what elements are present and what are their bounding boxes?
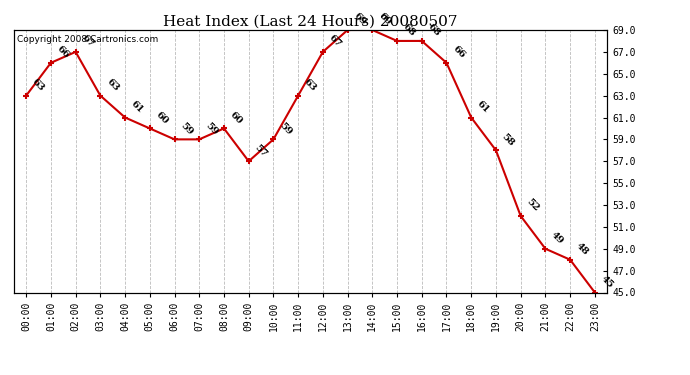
Text: 59: 59 (179, 121, 195, 136)
Text: 69: 69 (352, 11, 368, 27)
Title: Heat Index (Last 24 Hours) 20080507: Heat Index (Last 24 Hours) 20080507 (164, 15, 457, 29)
Text: 52: 52 (525, 197, 541, 213)
Text: 61: 61 (475, 99, 491, 115)
Text: 67: 67 (327, 33, 343, 49)
Text: 68: 68 (426, 22, 442, 38)
Text: 60: 60 (228, 110, 244, 126)
Text: 48: 48 (574, 241, 590, 257)
Text: 69: 69 (377, 11, 393, 27)
Text: 61: 61 (129, 99, 145, 115)
Text: Copyright 2008 Cartronics.com: Copyright 2008 Cartronics.com (17, 35, 158, 44)
Text: 66: 66 (451, 44, 466, 60)
Text: 60: 60 (154, 110, 170, 126)
Text: 68: 68 (401, 22, 417, 38)
Text: 59: 59 (277, 121, 293, 136)
Text: 45: 45 (599, 274, 615, 290)
Text: 63: 63 (104, 77, 121, 93)
Text: 57: 57 (253, 142, 269, 159)
Text: 58: 58 (500, 132, 516, 147)
Text: 67: 67 (80, 33, 96, 49)
Text: 66: 66 (55, 44, 71, 60)
Text: 49: 49 (549, 230, 566, 246)
Text: 59: 59 (204, 121, 219, 136)
Text: 63: 63 (302, 77, 318, 93)
Text: 63: 63 (30, 77, 46, 93)
